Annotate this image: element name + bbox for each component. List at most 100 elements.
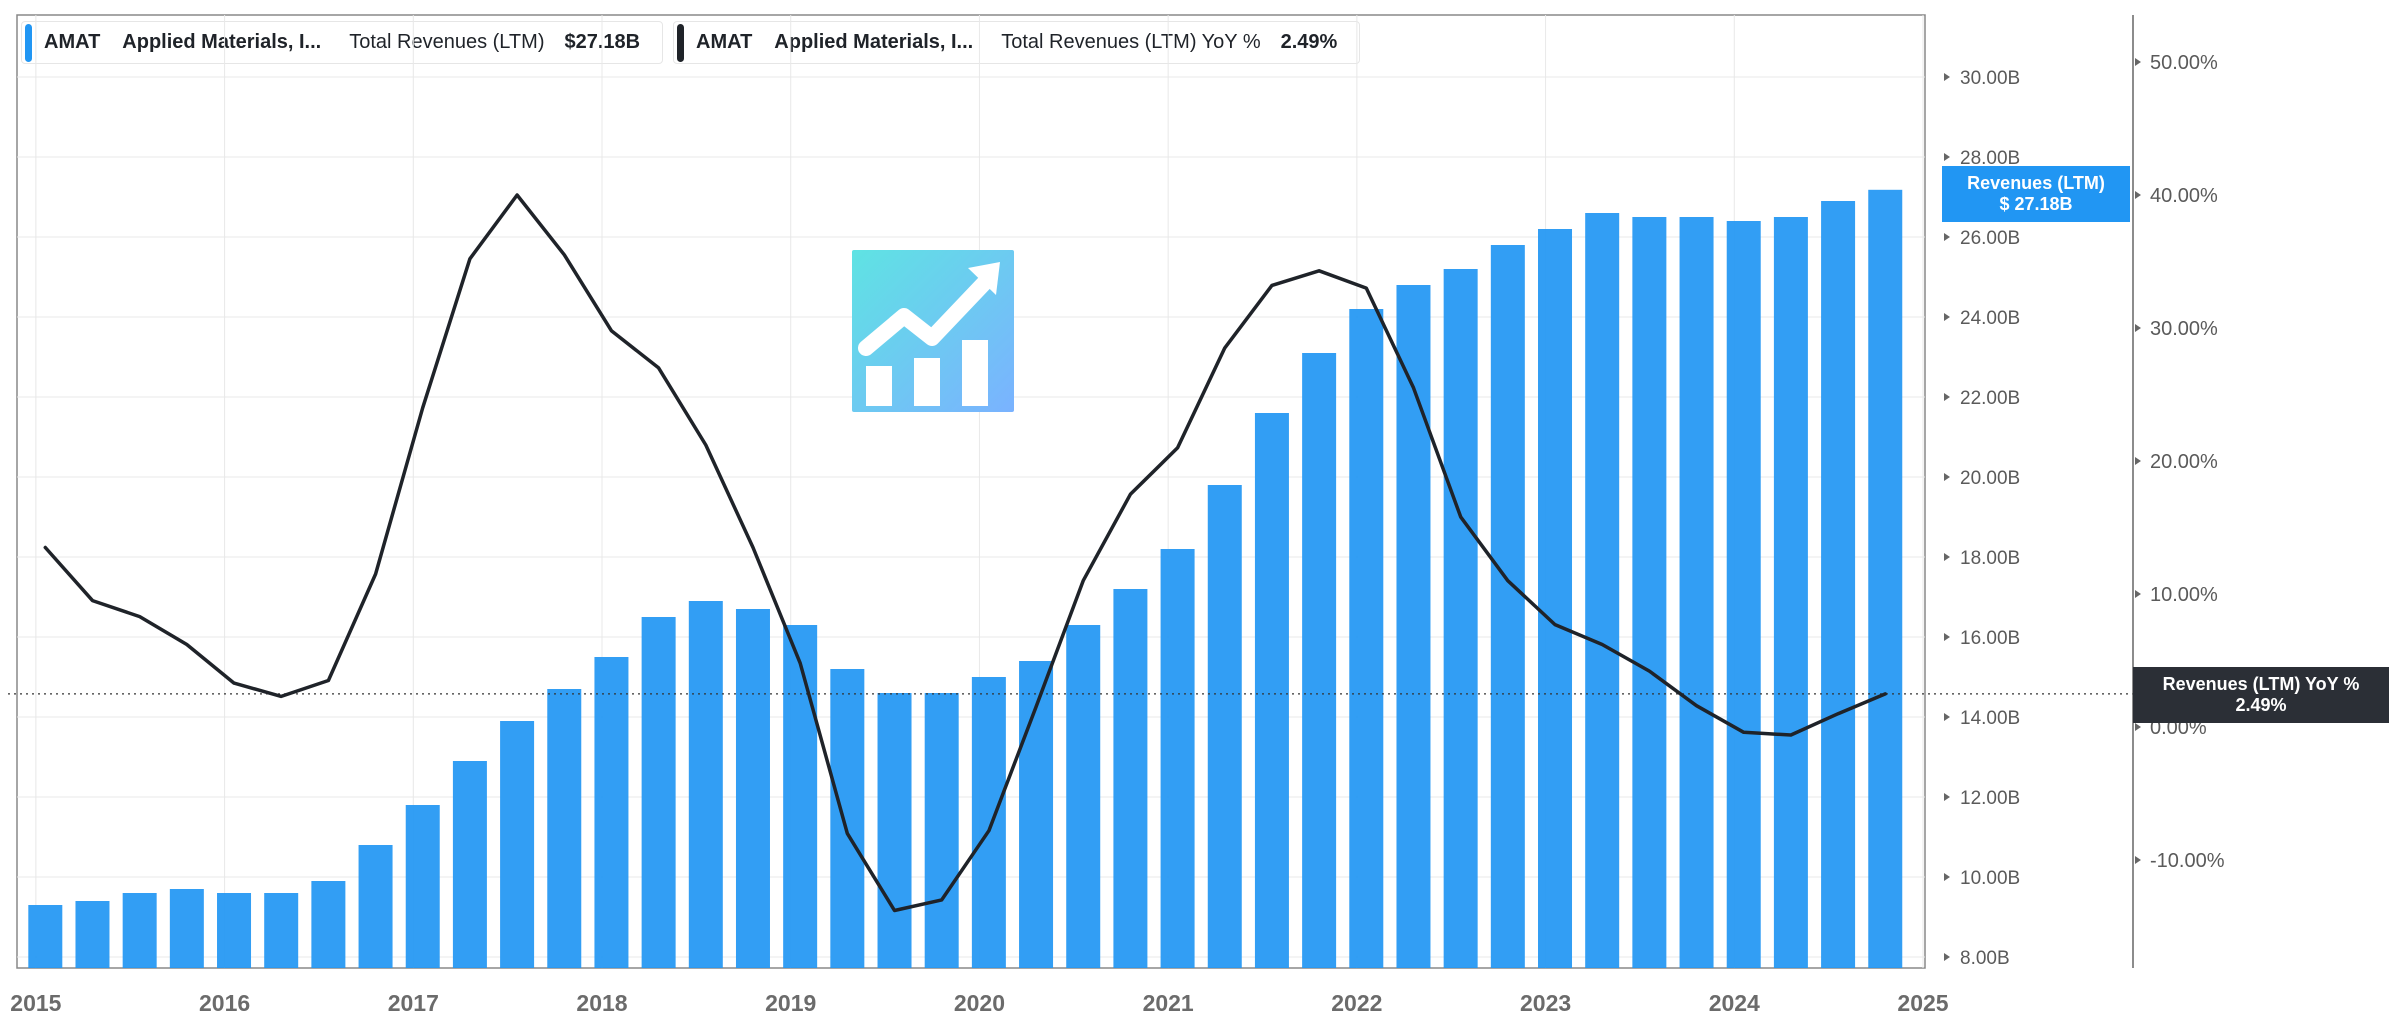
revenue-bar: [1490, 245, 1525, 968]
y-left-tick-label: 28.00B: [1960, 148, 2020, 169]
tick-arrow: [1944, 953, 1950, 961]
legend-swatch-revenue: [25, 23, 32, 62]
tick-arrow: [2135, 58, 2141, 66]
revenue-bar: [1019, 661, 1054, 968]
revenue-bar: [1632, 217, 1667, 968]
tick-arrow: [1944, 553, 1950, 561]
tick-arrow: [1944, 793, 1950, 801]
yoy-line-layer: [8, 193, 2133, 913]
revenue-bar: [1821, 201, 1856, 968]
revenue-bar: [1679, 217, 1714, 968]
x-tick-label: 2025: [1897, 990, 1948, 1016]
revenue-bar: [924, 693, 959, 968]
revenue-bar: [75, 901, 110, 968]
tick-arrow: [1944, 153, 1950, 161]
y-right-tick-label: 20.00%: [2150, 451, 2218, 473]
legend-metric: Total Revenues (LTM): [349, 31, 545, 53]
y-left-tick-label: 10.00B: [1960, 868, 2020, 889]
revenue-bar: [1396, 285, 1431, 968]
tick-arrow: [2135, 856, 2141, 864]
y-right-tick-label: -10.00%: [2150, 850, 2225, 872]
y-left-tick-label: 14.00B: [1960, 708, 2020, 729]
revenue-bar: [1349, 309, 1384, 968]
tick-arrow: [1944, 713, 1950, 721]
revenue-bar: [735, 609, 770, 968]
y-left-tick-label: 30.00B: [1960, 68, 2020, 89]
revenue-bar: [264, 893, 299, 968]
y-left-tick-label: 16.00B: [1960, 628, 2020, 649]
y-left-tick-label: 12.00B: [1960, 788, 2020, 809]
tick-arrow: [1944, 73, 1950, 81]
yoy-tag-value: 2.49%: [2235, 695, 2287, 715]
y-right-tick-label: 50.00%: [2150, 52, 2218, 74]
revenue-bar: [1443, 269, 1478, 968]
y-left-tick-label: 8.00B: [1960, 948, 2010, 969]
revenue-value-tag: Revenues (LTM) $ 27.18B: [1942, 166, 2130, 222]
revenue-bar: [1160, 549, 1195, 968]
y-left-tick-label: 24.00B: [1960, 308, 2020, 329]
x-tick-label: 2015: [10, 990, 61, 1016]
tick-arrow: [1944, 393, 1950, 401]
legend-yoy[interactable]: AMAT Applied Materials, I... Total Reven…: [673, 21, 1361, 64]
x-tick-label: 2016: [199, 990, 250, 1016]
tick-arrow: [2135, 191, 2141, 199]
revenue-tag-label: Revenues (LTM): [1967, 173, 2105, 193]
revenue-bar: [1066, 625, 1101, 968]
yoy-line: [43, 193, 1888, 913]
revenue-bar: [1585, 213, 1620, 968]
revenue-bar: [877, 693, 912, 968]
legend-revenue[interactable]: AMAT Applied Materials, I... Total Reven…: [21, 21, 664, 64]
revenue-bar: [217, 893, 252, 968]
revenue-bar: [169, 889, 204, 968]
yoy-value-tag: Revenues (LTM) YoY % 2.49%: [2133, 667, 2389, 723]
x-tick-label: 2024: [1709, 990, 1760, 1016]
revenue-bar: [311, 881, 346, 968]
revenue-bar: [452, 761, 487, 968]
revenue-bar: [594, 657, 629, 968]
chart-growth-logo-icon: [852, 250, 1014, 412]
y-right-tick-label: 10.00%: [2150, 584, 2218, 606]
revenue-bar: [688, 601, 723, 968]
revenue-bar: [1726, 221, 1761, 968]
revenue-bar: [1113, 589, 1148, 968]
y-right-tick-label: 40.00%: [2150, 185, 2218, 207]
x-tick-label: 2018: [576, 990, 627, 1016]
y-left-tick-label: 22.00B: [1960, 388, 2020, 409]
x-tick-label: 2023: [1520, 990, 1571, 1016]
x-tick-label: 2022: [1331, 990, 1382, 1016]
revenue-tag-value: $ 27.18B: [1999, 194, 2073, 214]
revenue-bar: [500, 721, 535, 968]
revenue-bar: [1254, 413, 1289, 968]
y-left-tick-label: 26.00B: [1960, 228, 2020, 249]
chart-axes: 8.00B 10.00B 12.00B 14.00B 16.00B 18.00B 20.00…: [10, 15, 2225, 1016]
y-left-tick-label: 20.00B: [1960, 468, 2020, 489]
revenue-bar: [1207, 485, 1242, 968]
revenue-bar: [971, 677, 1006, 968]
x-tick-label: 2019: [765, 990, 816, 1016]
tick-arrow: [1944, 233, 1950, 241]
y-right-tick-label: 30.00%: [2150, 318, 2218, 340]
tick-arrow: [1944, 873, 1950, 881]
legend-ticker: AMAT: [696, 31, 753, 53]
tick-arrow: [1944, 473, 1950, 481]
revenue-bar: [547, 689, 582, 968]
tick-arrow: [1944, 313, 1950, 321]
revenue-bar: [641, 617, 676, 968]
legend-value: 2.49%: [1280, 31, 1338, 53]
tick-arrow: [1944, 633, 1950, 641]
revenue-bar: [28, 905, 63, 968]
x-tick-label: 2021: [1143, 990, 1194, 1016]
x-tick-label: 2020: [954, 990, 1005, 1016]
legend-company: Applied Materials, I...: [122, 31, 322, 53]
tick-arrow: [2135, 324, 2141, 332]
revenue-bar: [1773, 217, 1808, 968]
y-left-tick-label: 18.00B: [1960, 548, 2020, 569]
revenue-bar: [830, 669, 865, 968]
legend-metric: Total Revenues (LTM) YoY %: [1001, 31, 1261, 53]
x-tick-label: 2017: [388, 990, 439, 1016]
revenue-bar: [783, 625, 818, 968]
tick-arrow: [2135, 457, 2141, 465]
revenue-bar: [1302, 353, 1337, 968]
revenue-bar: [122, 893, 157, 968]
